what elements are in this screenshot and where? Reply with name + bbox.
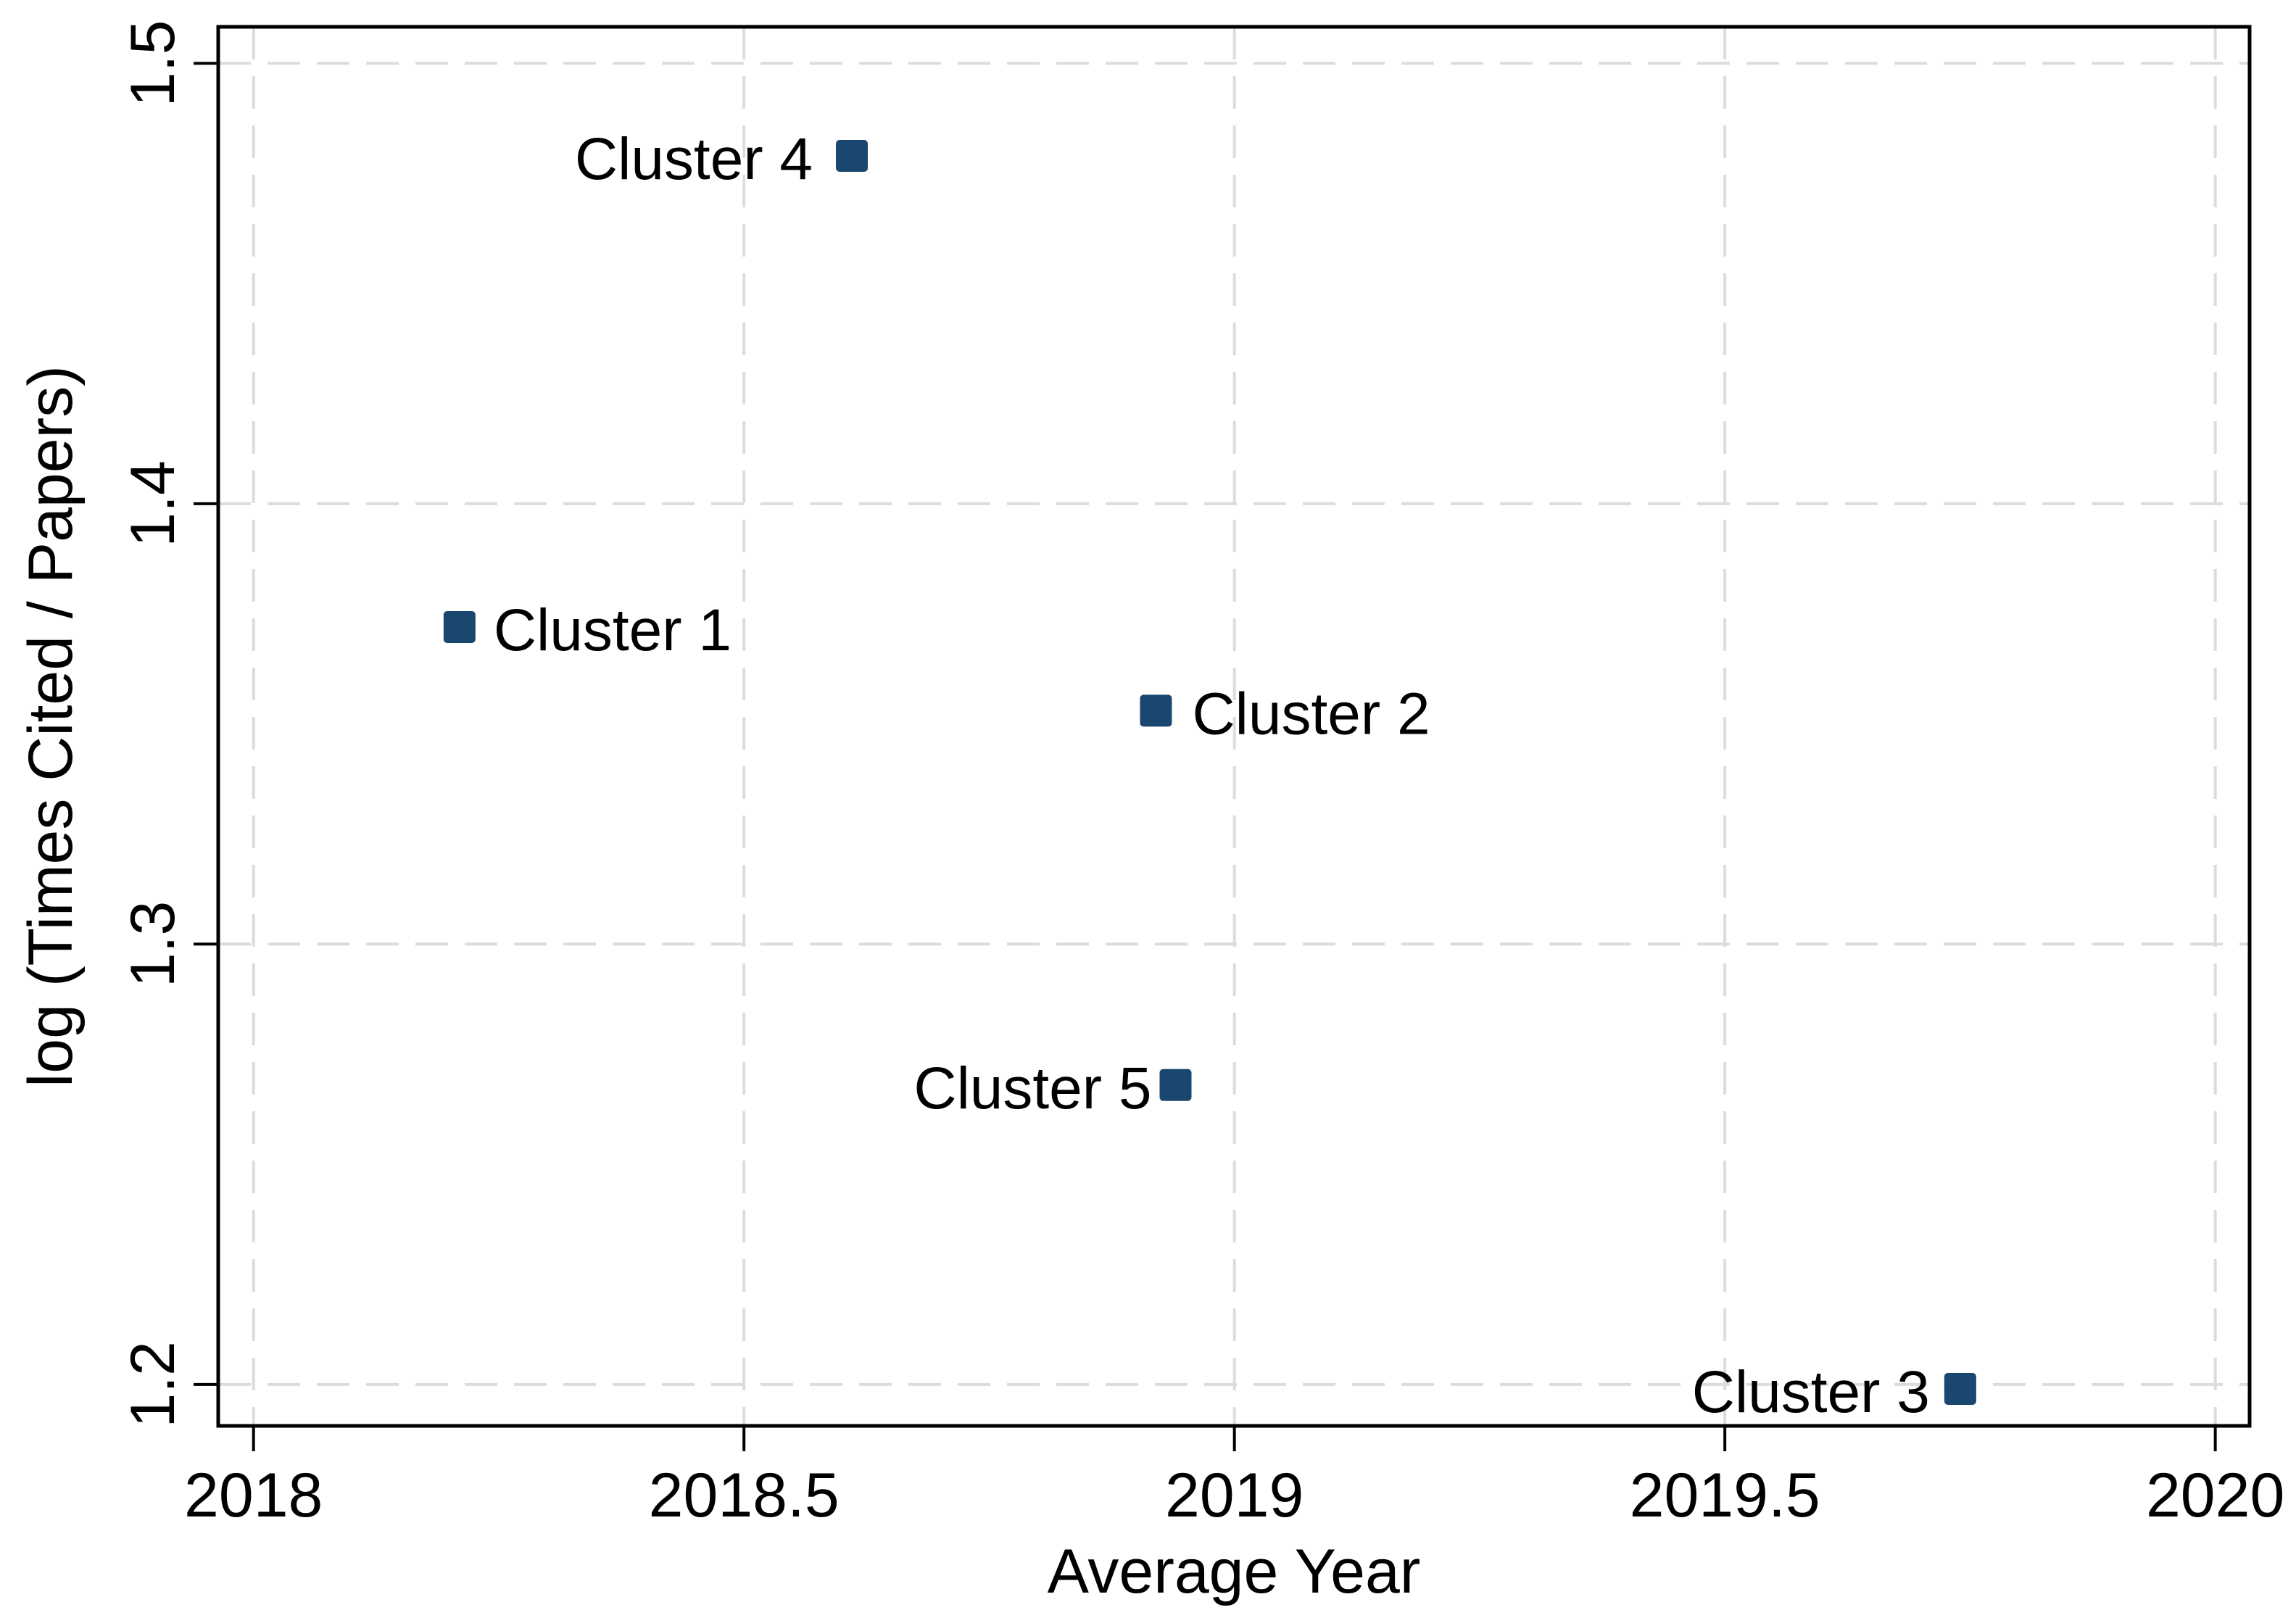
data-point-label-cluster-4: Cluster 4 [575,126,813,192]
x-tick-label: 2018 [184,1461,323,1530]
data-point-label-cluster-2: Cluster 2 [1192,681,1430,747]
x-tick-label: 2018.5 [649,1461,840,1530]
plot-frame [216,25,2252,1428]
data-point-marker-cluster-4 [836,139,869,172]
y-axis-title: log (Times Cited / Papers) [16,365,86,1087]
y-tick-label: 1.5 [118,20,188,107]
x-tick-label: 2020 [2146,1461,2284,1530]
y-tick-label: 1.3 [118,901,188,988]
data-point-label-cluster-1: Cluster 1 [494,597,732,663]
x-tick-label: 2019.5 [1630,1461,1820,1530]
y-tick-label: 1.2 [118,1341,188,1428]
data-point-marker-cluster-5 [1159,1069,1192,1101]
x-tick-label: 2019 [1165,1461,1304,1530]
data-point-label-cluster-3: Cluster 3 [1692,1359,1930,1425]
x-axis-title: Average Year [1047,1537,1421,1606]
data-point-marker-cluster-3 [1944,1372,1976,1405]
data-point-label-cluster-5: Cluster 5 [913,1055,1151,1121]
y-tick-label: 1.4 [118,460,188,547]
data-point-marker-cluster-1 [443,611,476,644]
data-point-marker-cluster-2 [1140,694,1172,727]
